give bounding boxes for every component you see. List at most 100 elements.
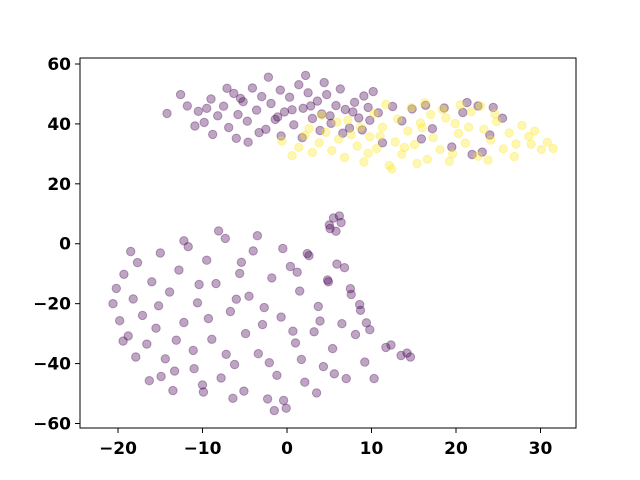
data-point-series-0-125 (285, 261, 296, 272)
data-point-series-1-32 (486, 135, 496, 145)
data-point-series-1-62 (343, 115, 353, 126)
data-point-series-0-47 (175, 89, 186, 100)
data-point-series-0-160 (302, 248, 312, 259)
data-point-series-1-4 (307, 147, 318, 158)
data-point-series-0-102 (179, 317, 189, 328)
x-tick-label: 10 (360, 439, 384, 459)
data-point-series-1-14 (371, 143, 382, 154)
data-point-series-0-49 (300, 70, 311, 81)
data-point-series-1-6 (321, 127, 331, 138)
data-point-series-0-121 (267, 273, 277, 283)
x-tick-label: 20 (444, 439, 468, 459)
data-point-series-0-120 (262, 394, 273, 404)
data-point-series-0-16 (266, 98, 276, 109)
y-tick-label: −20 (33, 295, 71, 315)
x-axis-ticks: −20 −10 0 10 20 30 (99, 428, 553, 459)
data-point-series-0-35 (354, 113, 364, 123)
data-point-series-0-115 (239, 386, 249, 396)
data-point-series-0-31 (335, 84, 345, 94)
data-point-series-0-29 (326, 118, 336, 129)
data-point-series-0-116 (244, 291, 254, 301)
points-layer (108, 70, 558, 416)
data-point-series-0-66 (447, 142, 457, 152)
data-point-series-0-45 (315, 125, 325, 136)
data-point-series-0-91 (128, 294, 138, 304)
data-point-series-1-53 (444, 156, 454, 167)
data-point-series-0-18 (275, 85, 285, 95)
data-point-series-1-64 (375, 131, 385, 141)
data-point-series-0-149 (156, 371, 166, 382)
data-point-series-0-20 (284, 92, 295, 102)
data-point-series-0-147 (402, 348, 412, 358)
x-tick-label: −10 (184, 439, 222, 459)
data-point-series-1-27 (453, 128, 464, 139)
data-point-series-0-60 (439, 103, 449, 113)
data-point-series-0-167 (118, 336, 128, 346)
data-point-series-1-16 (384, 160, 394, 171)
data-point-series-1-0 (277, 136, 287, 146)
data-point-series-0-10 (238, 97, 248, 107)
data-point-series-0-69 (416, 134, 427, 144)
data-point-series-1-49 (475, 101, 486, 111)
data-point-series-1-42 (548, 143, 558, 154)
data-point-series-0-67 (477, 147, 487, 157)
data-point-series-1-68 (464, 122, 474, 132)
data-point-series-0-79 (235, 93, 246, 104)
data-point-series-0-170 (221, 349, 231, 359)
data-point-series-0-107 (202, 255, 212, 265)
data-point-series-0-117 (248, 246, 258, 256)
data-point-series-0-19 (279, 107, 290, 117)
data-point-series-0-128 (300, 377, 310, 387)
data-point-series-0-173 (329, 369, 339, 379)
data-point-series-0-112 (225, 306, 236, 317)
x-tick-label: −20 (99, 439, 137, 459)
data-point-series-0-36 (359, 91, 369, 101)
data-point-series-0-134 (327, 343, 338, 354)
data-point-series-0-165 (361, 318, 372, 328)
data-point-series-0-33 (344, 123, 355, 133)
y-tick-label: 0 (59, 235, 71, 255)
data-point-series-0-151 (198, 387, 209, 397)
data-point-series-0-68 (377, 138, 388, 148)
data-point-series-0-103 (183, 242, 193, 252)
data-point-series-0-75 (202, 103, 212, 114)
data-point-series-0-119 (257, 319, 268, 330)
data-point-series-1-11 (352, 141, 362, 151)
data-point-series-0-161 (323, 277, 334, 287)
data-point-series-0-15 (261, 124, 271, 135)
data-point-series-0-73 (467, 149, 477, 160)
data-point-series-1-34 (498, 144, 508, 154)
data-point-series-0-155 (311, 388, 322, 398)
data-point-series-0-7 (224, 122, 234, 133)
data-point-series-0-81 (328, 213, 339, 223)
data-point-series-0-105 (192, 298, 203, 308)
data-point-series-0-1 (182, 101, 193, 111)
data-point-series-0-169 (189, 364, 199, 374)
data-point-series-0-101 (174, 265, 184, 275)
data-point-series-0-176 (240, 328, 251, 339)
data-point-series-1-51 (387, 164, 397, 174)
data-point-series-0-21 (289, 120, 299, 130)
data-point-series-0-184 (292, 267, 302, 277)
data-point-series-1-22 (422, 154, 432, 165)
data-point-series-0-70 (458, 107, 468, 118)
x-tick-label: 30 (529, 439, 553, 459)
data-point-series-0-166 (131, 352, 141, 362)
data-point-series-0-162 (339, 263, 350, 273)
data-point-series-1-12 (359, 157, 369, 167)
data-point-series-0-132 (318, 361, 329, 372)
data-point-series-0-110 (216, 373, 226, 383)
data-point-series-0-185 (126, 246, 136, 257)
data-point-series-1-58 (355, 122, 366, 132)
data-point-series-0-59 (420, 100, 431, 111)
data-point-series-0-52 (190, 121, 200, 131)
data-point-series-0-17 (270, 114, 280, 125)
data-point-series-1-55 (509, 151, 519, 162)
data-point-series-0-54 (287, 105, 297, 115)
data-point-series-1-29 (466, 106, 476, 117)
data-point-series-0-138 (346, 289, 356, 300)
data-point-series-0-130 (309, 327, 319, 337)
data-point-series-1-13 (365, 132, 375, 142)
data-point-series-0-14 (257, 91, 267, 102)
data-point-series-0-0 (162, 108, 172, 119)
